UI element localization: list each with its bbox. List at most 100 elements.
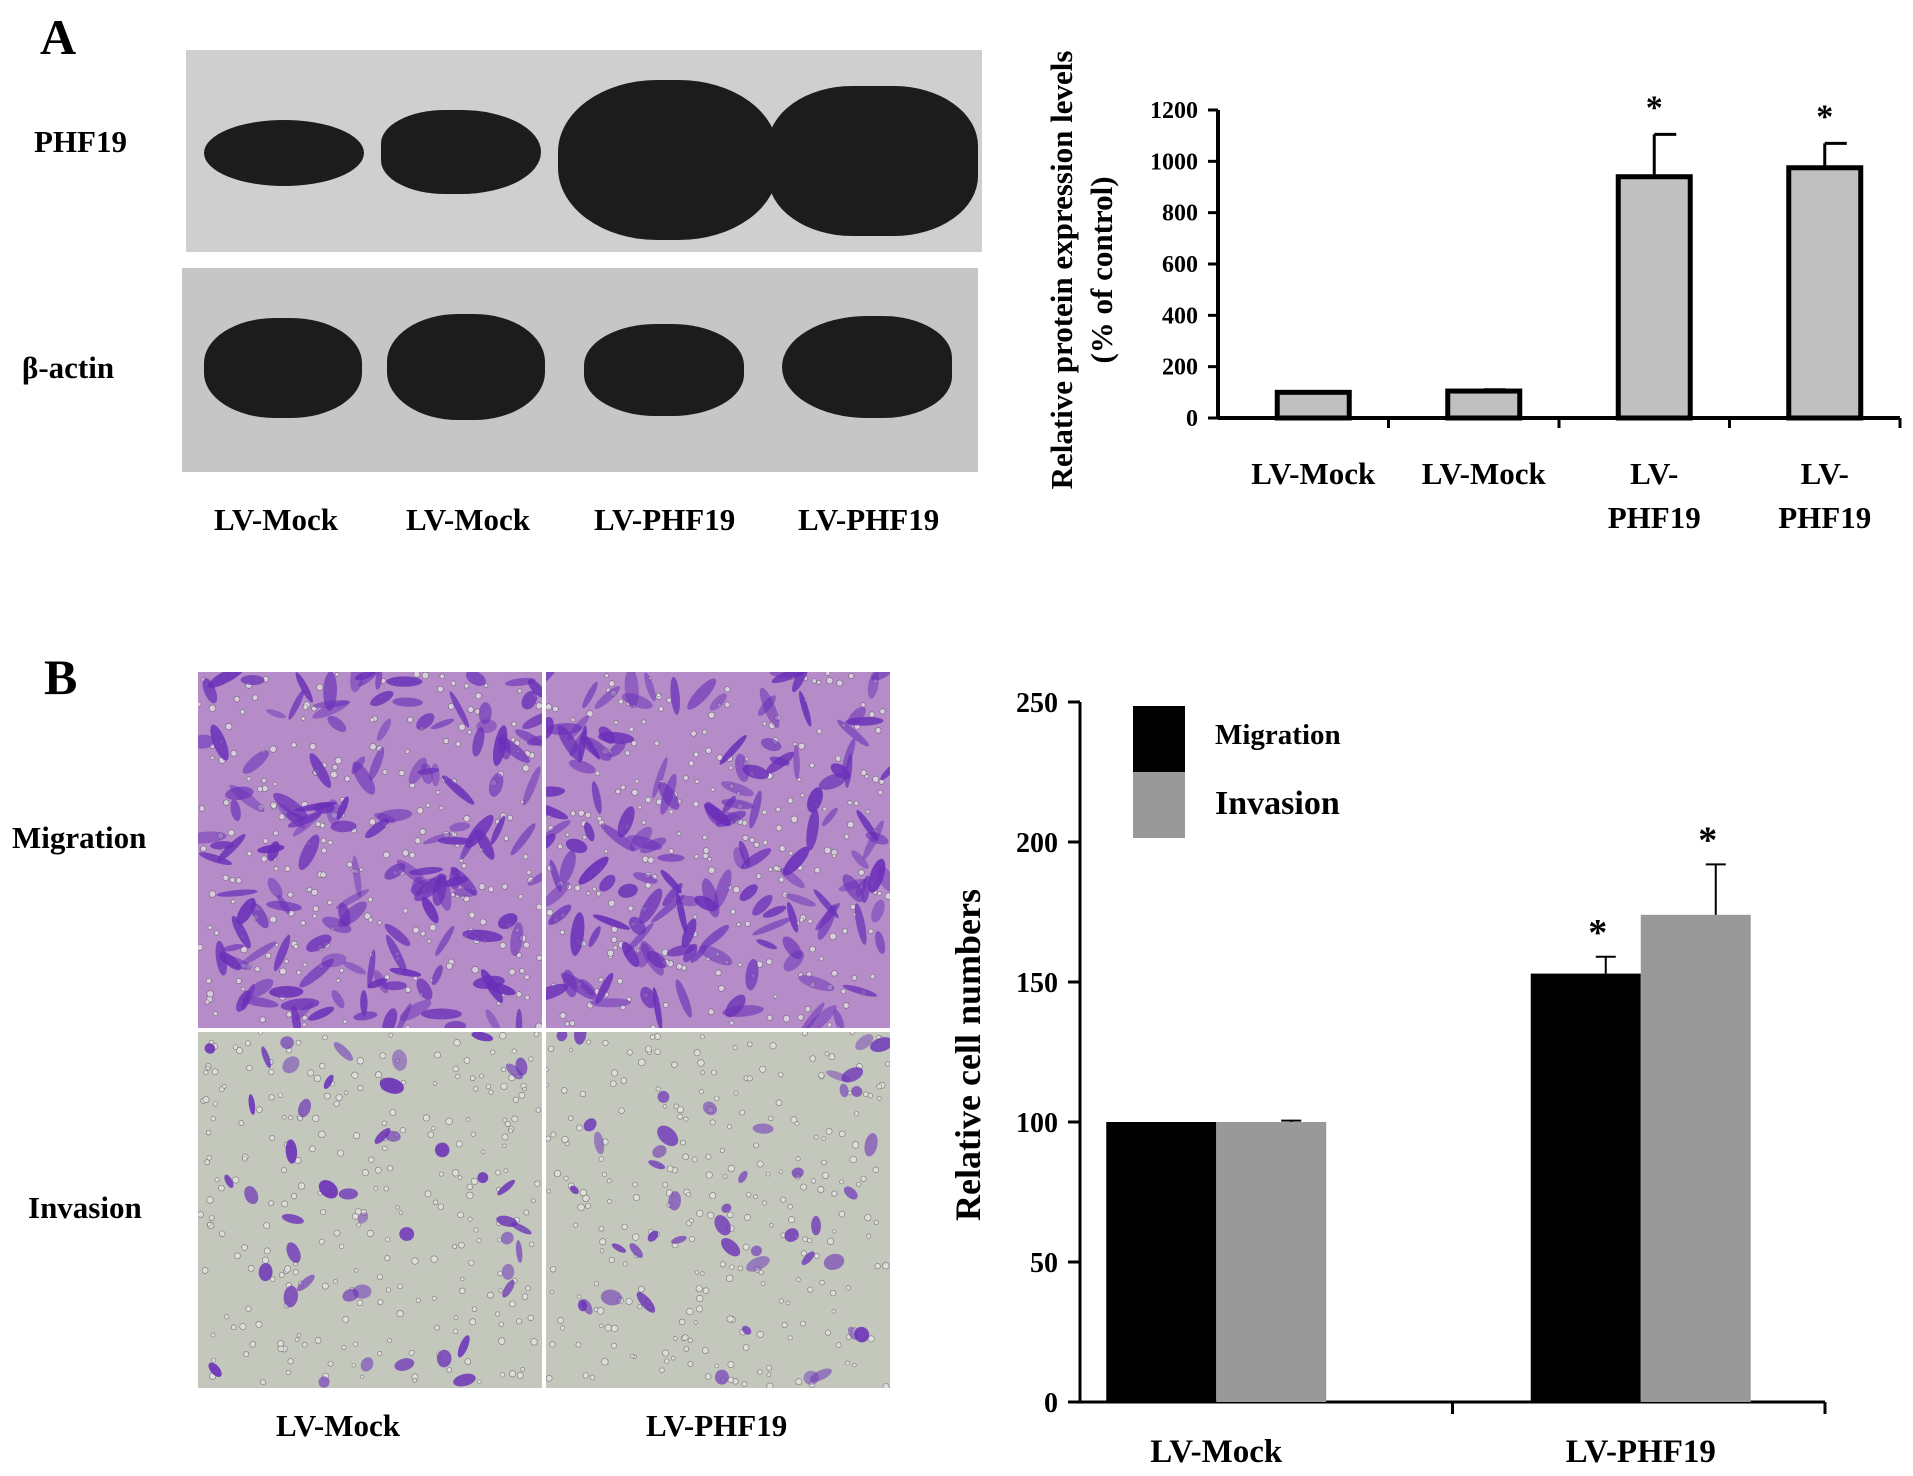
- pore: [744, 920, 751, 927]
- pore: [356, 1057, 364, 1065]
- pore: [626, 1049, 633, 1056]
- pore: [198, 1211, 204, 1218]
- pore: [549, 1289, 555, 1295]
- stained-cell: [652, 1145, 667, 1158]
- pore: [633, 1194, 640, 1202]
- pore: [405, 749, 410, 754]
- pore: [311, 888, 319, 896]
- stained-cell: [681, 918, 697, 948]
- pore: [557, 1317, 564, 1324]
- pore: [788, 1216, 796, 1224]
- stained-cell: [357, 1212, 369, 1224]
- pore: [223, 799, 230, 806]
- stained-cell: [444, 1020, 466, 1028]
- stained-cell: [746, 1256, 770, 1272]
- pore: [475, 692, 482, 700]
- pore: [335, 978, 341, 983]
- pore: [790, 1116, 798, 1124]
- stained-cell: [478, 702, 492, 725]
- pore: [457, 1211, 464, 1219]
- pore: [585, 1202, 591, 1209]
- stained-cell: [394, 1358, 415, 1371]
- pore: [367, 896, 374, 903]
- pore: [613, 720, 619, 725]
- pore: [463, 683, 470, 689]
- x-category-label: LV-: [1630, 456, 1678, 491]
- pore: [873, 1219, 879, 1225]
- pore: [705, 747, 712, 754]
- pore: [696, 1294, 704, 1303]
- pore: [549, 1341, 556, 1348]
- pore: [507, 814, 514, 821]
- pore: [874, 1263, 881, 1270]
- pore: [598, 1156, 604, 1162]
- pore: [637, 1304, 643, 1310]
- pore: [382, 769, 388, 775]
- pore: [528, 1056, 534, 1062]
- stained-cell: [521, 690, 538, 710]
- pore: [268, 1068, 275, 1076]
- pore: [747, 1041, 753, 1048]
- pore: [610, 1069, 619, 1077]
- pore: [374, 1166, 382, 1174]
- pore: [246, 851, 252, 857]
- pore: [431, 1126, 436, 1131]
- pore: [334, 672, 340, 677]
- pore: [654, 740, 660, 746]
- pore: [405, 1025, 411, 1028]
- pore: [205, 1129, 212, 1136]
- pore: [221, 1084, 227, 1089]
- pore: [561, 1135, 569, 1144]
- stained-cell: [841, 1067, 864, 1083]
- stained-cell: [267, 877, 283, 899]
- pore: [797, 1014, 804, 1021]
- pore: [549, 1266, 557, 1273]
- stained-cell: [556, 1032, 568, 1042]
- pore: [218, 1184, 225, 1192]
- pore: [483, 683, 489, 688]
- pore: [702, 729, 708, 735]
- pore: [838, 1210, 846, 1218]
- pore: [576, 1124, 583, 1132]
- pore: [206, 1155, 212, 1161]
- y-tick-label: 150: [1016, 968, 1058, 999]
- pore: [239, 709, 246, 715]
- pore: [296, 1333, 302, 1338]
- stained-cell: [870, 1037, 890, 1053]
- pore: [415, 1297, 421, 1303]
- stained-cell: [492, 725, 508, 766]
- stained-cell: [657, 1125, 679, 1147]
- pore: [732, 1045, 738, 1050]
- pore: [864, 1214, 872, 1222]
- pore: [593, 1281, 599, 1287]
- pore: [785, 1300, 791, 1306]
- stained-cell: [198, 734, 216, 749]
- stained-cell: [242, 750, 270, 774]
- stained-cell: [823, 1253, 845, 1270]
- pore: [831, 853, 837, 859]
- pore: [421, 672, 430, 680]
- stained-cell: [373, 812, 396, 824]
- stained-cell: [247, 978, 274, 998]
- pore: [333, 1229, 341, 1237]
- stained-cell: [295, 672, 313, 703]
- stained-cell: [431, 964, 443, 986]
- stained-cell: [472, 727, 485, 757]
- pore: [742, 1243, 750, 1251]
- pore: [579, 1090, 586, 1098]
- stained-cell: [497, 1179, 516, 1196]
- pore: [682, 775, 689, 781]
- pore: [884, 892, 890, 900]
- pore: [359, 867, 364, 872]
- pore: [814, 1253, 820, 1259]
- pore: [495, 1169, 501, 1176]
- stained-cell: [546, 672, 559, 686]
- pore: [268, 1200, 274, 1207]
- pore: [225, 723, 233, 731]
- pore: [565, 832, 570, 837]
- stained-cell: [583, 734, 600, 760]
- stained-cell: [423, 832, 453, 845]
- stained-cell: [457, 1335, 470, 1358]
- pore: [312, 1114, 320, 1122]
- pore: [431, 1295, 437, 1301]
